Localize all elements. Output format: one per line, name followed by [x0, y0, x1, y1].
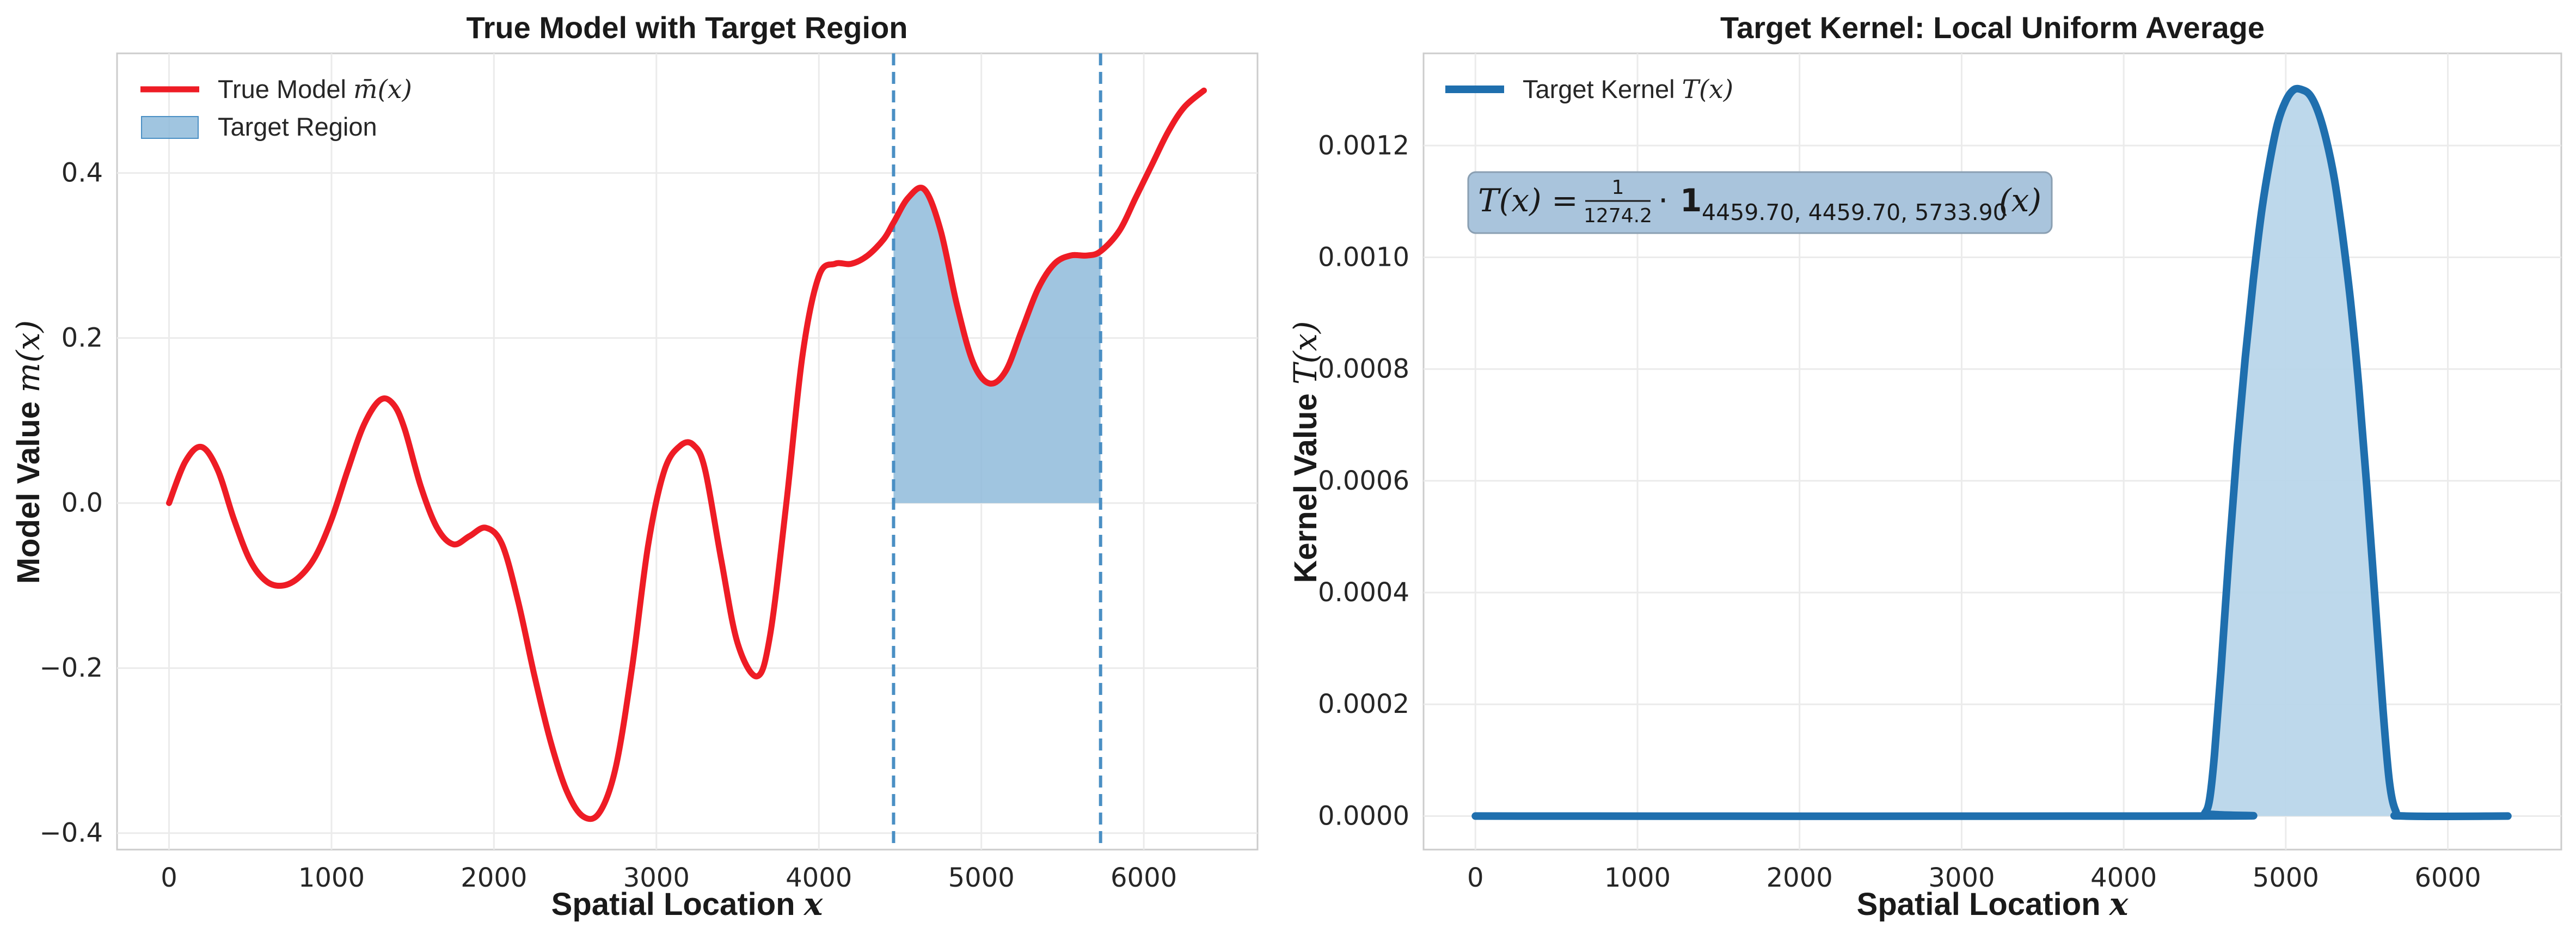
- formula-dot-icon: ·: [1658, 182, 1668, 219]
- y-tick-label: 0.0008: [1318, 354, 1409, 384]
- y-tick-label: 0.2: [62, 323, 103, 353]
- x-axis-label-right: Spatial Location x: [1857, 886, 2129, 923]
- chart-title-left: True Model with Target Region: [467, 10, 908, 45]
- kernel-fill: [1475, 88, 2508, 817]
- y-tick-label: 0.0010: [1318, 242, 1409, 272]
- true-model-line: [166, 87, 1207, 822]
- x-tick-label: 2000: [1767, 863, 1833, 893]
- x-tick-label: 5000: [948, 863, 1015, 893]
- formula-box: [1467, 171, 2053, 234]
- y-tick-label: −0.2: [39, 653, 103, 683]
- legend-left: True Model m̄(x) Target Region: [140, 75, 412, 141]
- x-tick-label: 3000: [1928, 863, 1995, 893]
- formula-denominator: 1274.2: [1584, 205, 1652, 227]
- x-tick-label: 4000: [786, 863, 852, 893]
- target-kernel-line: [1471, 84, 2512, 821]
- x-tick-labels-left: 0 1000 2000 3000 4000 5000 6000: [161, 863, 1177, 893]
- y-tick-label: 0.0006: [1318, 466, 1409, 496]
- y-tick-label: 0.0: [62, 488, 103, 518]
- x-tick-label: 5000: [2253, 863, 2319, 893]
- formula-numerator: 1: [1612, 176, 1624, 199]
- x-tick-label: 6000: [1111, 863, 1177, 893]
- formula-subscript: 4459.70, 4459.70, 5733.90: [1702, 199, 2007, 225]
- x-axis-label-left: Spatial Location x: [551, 886, 824, 923]
- y-axis-label-left: Model Value m(x): [10, 320, 47, 584]
- x-tick-label: 1000: [1604, 863, 1671, 893]
- x-tick-label: 2000: [461, 863, 527, 893]
- y-axis-label-right: Kernel Value T(x): [1287, 321, 1324, 583]
- y-tick-label: 0.0002: [1318, 689, 1409, 719]
- x-tick-labels-right: 0 1000 2000 3000 4000 5000 6000: [1467, 863, 2481, 893]
- legend-swatch-target-region: [141, 116, 199, 139]
- y-tick-label: 0.4: [62, 158, 103, 188]
- x-tick-label: 6000: [2415, 863, 2481, 893]
- x-tick-label: 3000: [623, 863, 690, 893]
- formula-rhs: (x): [1999, 182, 2041, 219]
- y-tick-labels-right: 0.0000 0.0002 0.0004 0.0006 0.0008 0.0010 0.00…: [1318, 130, 1409, 831]
- legend-label-target-kernel: Target Kernel T(x): [1523, 75, 1733, 105]
- legend-right: Target Kernel T(x): [1445, 75, 1733, 105]
- kernel-formula-annotation: T(x) = 1 1274.2 · 1 4459.70, 4459.70, 57…: [1467, 171, 2053, 234]
- y-tick-label: 0.0004: [1318, 577, 1409, 608]
- formula-lhs: T(x) =: [1478, 182, 1578, 219]
- y-tick-labels-left: −0.4 −0.2 0.0 0.2 0.4: [39, 158, 103, 849]
- y-tick-label: 0.0000: [1318, 801, 1409, 831]
- y-tick-label: 0.0012: [1318, 130, 1409, 161]
- x-tick-label: 1000: [298, 863, 365, 893]
- x-tick-label: 0: [161, 863, 177, 893]
- grid-left: [117, 53, 1258, 850]
- x-tick-label: 4000: [2090, 863, 2157, 893]
- chart-title-right: Target Kernel: Local Uniform Average: [1720, 10, 2265, 45]
- chart-target-kernel: 0 1000 2000 3000 4000 5000 6000 0.00000.00020.…: [1287, 10, 2562, 923]
- formula-indicator: 1: [1680, 182, 1702, 219]
- chart-true-model: 0 1000 2000 3000 4000 5000 6000 −0.4 −0.2 0.0 0.2…: [10, 10, 1259, 923]
- target-region-fill: [892, 187, 1102, 503]
- x-tick-label: 0: [1467, 863, 1484, 893]
- y-tick-label: −0.4: [39, 818, 103, 849]
- legend-label-true-model: True Model m̄(x): [218, 75, 412, 105]
- legend-label-target-region: Target Region: [218, 112, 377, 141]
